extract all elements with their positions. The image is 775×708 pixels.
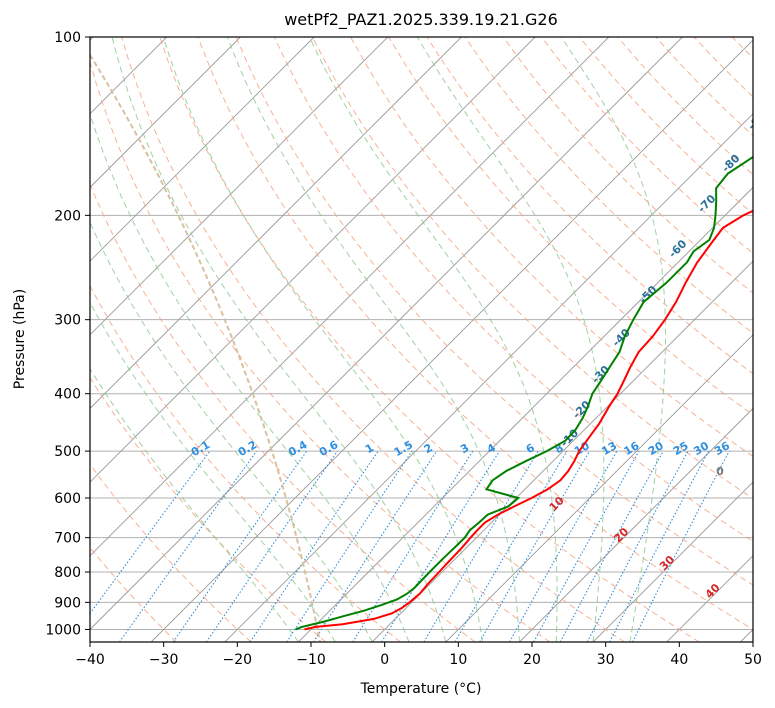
mixing-ratio-line [609, 450, 709, 642]
isotherm-line [90, 37, 241, 189]
isotherm-line [445, 334, 753, 642]
moist-adiabat [90, 301, 336, 642]
mixing-ratio-lines [90, 450, 730, 642]
mixing-ratio-line [381, 450, 500, 642]
skewed-isotherms [90, 37, 753, 642]
x-tick-label: 20 [523, 652, 541, 668]
mixing-ratio-line [249, 450, 379, 642]
dry-adiabat [273, 37, 753, 543]
dewpoint-line [295, 155, 753, 631]
y-tick-label: 400 [54, 387, 81, 403]
isotherm-line [224, 113, 753, 642]
dry-adiabats [90, 37, 753, 642]
y-tick-label: 600 [54, 491, 81, 507]
dry-adiabat [197, 37, 753, 630]
isotherm-line [90, 37, 389, 336]
dry-adiabat [502, 37, 753, 294]
y-tick-label: 1000 [45, 622, 81, 638]
isotherm-line [519, 407, 753, 642]
mixing-ratio-line [533, 450, 640, 642]
isotherm-line [90, 37, 610, 557]
moist-adiabat [162, 37, 484, 642]
y-tick-label: 200 [54, 208, 81, 224]
sounding-profiles [295, 155, 753, 631]
isotherm-line [371, 260, 753, 642]
mixing-ratio-line [559, 450, 664, 642]
y-axis-label: Pressure (hPa) [12, 289, 28, 389]
mixing-ratio-line [509, 450, 618, 642]
isotherm-line [90, 37, 315, 262]
mixing-ratio-line [205, 450, 338, 642]
temperature-line [304, 209, 753, 631]
mixing-ratio-line [586, 450, 689, 642]
x-tick-label: 10 [449, 652, 467, 668]
dry-adiabat [90, 60, 551, 642]
mixing-ratio-line [90, 450, 211, 615]
x-tick-label: −10 [296, 652, 326, 668]
y-tick-label: 700 [54, 531, 81, 547]
isotherm-line [150, 39, 753, 642]
moist-adiabat-label: -90 [745, 109, 768, 132]
pressure-gridlines [90, 37, 753, 630]
y-tick-label: 800 [54, 565, 81, 581]
moist-adiabat [90, 112, 410, 642]
moist-adiabat [560, 37, 666, 642]
isotherm-line [90, 37, 683, 631]
plot-area: 0.10.20.40.611.52346810131620253036-100-… [90, 37, 768, 642]
x-axis-ticks: −40 −30 −20 −10 0 10 20 30 40 50 [75, 642, 762, 668]
x-tick-label: −40 [75, 652, 105, 668]
x-tick-label: −30 [149, 652, 179, 668]
moist-adiabats [90, 37, 666, 642]
y-tick-label: 500 [54, 444, 81, 460]
plot-frame [89, 36, 754, 643]
y-tick-label: 300 [54, 313, 81, 329]
dry-adiabat [235, 37, 753, 586]
temperature-label-zero: 0 [716, 465, 724, 478]
y-axis-ticks: 1000 900 800 700 600 500 400 300 200 100 [45, 30, 90, 638]
reference-curve [90, 54, 321, 642]
y-tick-label: 900 [54, 595, 81, 611]
dry-adiabat [311, 37, 753, 500]
x-tick-label: −20 [223, 652, 253, 668]
mixing-ratio-line [119, 450, 258, 642]
x-tick-label: 30 [597, 652, 615, 668]
mixing-ratio-line [632, 450, 730, 642]
isotherm-line [90, 37, 462, 410]
dry-adiabat [159, 37, 700, 642]
moist-adiabat [416, 37, 605, 642]
chart-title: wetPf2_PAZ1.2025.339.19.21.G26 [284, 10, 558, 30]
moist-adiabat [90, 367, 299, 642]
mixing-ratio-line [423, 450, 539, 642]
x-tick-label: 40 [670, 652, 688, 668]
mixing-ratio-line [172, 450, 308, 642]
moist-adiabat [111, 37, 447, 642]
isotherm-line [90, 37, 536, 483]
mixing-ratio-line [286, 450, 413, 642]
x-tick-label: 0 [380, 652, 389, 668]
mixing-ratio-line [352, 450, 474, 642]
dry-adiabat [121, 37, 625, 642]
moist-adiabat [90, 220, 373, 642]
mixing-ratio-line [313, 450, 438, 642]
y-tick-label: 100 [54, 30, 81, 46]
moist-adiabat [226, 37, 520, 642]
dry-adiabat [90, 463, 252, 642]
x-tick-label: 50 [744, 652, 762, 668]
isotherm-line [592, 481, 753, 642]
x-axis-label: Temperature (°C) [360, 681, 482, 697]
